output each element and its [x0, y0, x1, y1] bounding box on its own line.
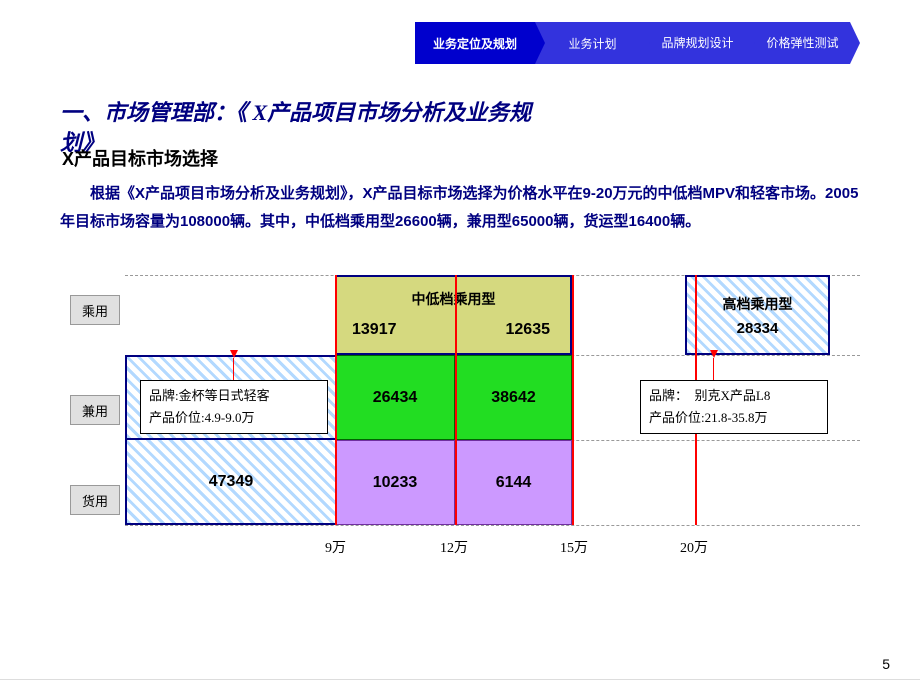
- nav-tab-plan[interactable]: 业务计划: [535, 22, 640, 64]
- nav-tab-positioning[interactable]: 业务定位及规划: [415, 22, 535, 64]
- nav-tabs: 业务定位及规划 业务计划 品牌规划 设计 价格弹性 测试: [415, 22, 850, 64]
- gridline: [125, 525, 860, 526]
- callout-line: 品牌： 别克X产品L8: [649, 385, 819, 407]
- nav-tab-label: 业务定位及规划: [433, 35, 517, 52]
- value: 10233: [373, 474, 418, 492]
- row-label-cargo: 货用: [70, 485, 120, 515]
- value: 12635: [506, 321, 551, 339]
- value: 13917: [352, 321, 397, 339]
- page-number: 5: [882, 656, 890, 672]
- cell-midlow-passenger: 中低档乘用型 13917 12635: [335, 275, 572, 355]
- market-matrix-chart: 乘用 兼用 货用 26434 38642 47349 10233 6144 中低…: [70, 275, 860, 615]
- cell-cargo-12-15: 6144: [455, 440, 572, 525]
- nav-tab-price[interactable]: 价格弹性 测试: [745, 22, 850, 64]
- cell-dual-12-15: 38642: [455, 355, 572, 440]
- callout-line: 产品价位:21.8-35.8万: [649, 407, 819, 429]
- nav-tab-brand[interactable]: 品牌规划 设计: [640, 22, 745, 64]
- row-label-dual: 兼用: [70, 395, 120, 425]
- callout-buick: 品牌： 别克X产品L8 产品价位:21.8-35.8万: [640, 380, 828, 434]
- cell-cargo-9-12: 10233: [335, 440, 455, 525]
- nav-tab-label-l2: 设计: [710, 36, 734, 50]
- value: 47349: [209, 473, 254, 491]
- nav-tab-label-l1: 价格弹性: [766, 36, 814, 50]
- page-title-line1: 一、市场管理部：《 X产品项目市场分析及业务规: [60, 95, 531, 127]
- nav-tab-label: 业务计划: [568, 35, 616, 52]
- value: 6144: [496, 474, 532, 492]
- value: 28334: [737, 320, 779, 337]
- x-tick-20: 20万: [680, 537, 708, 557]
- nav-tab-label-l1: 品牌规划: [661, 36, 709, 50]
- cell-title: 高档乘用型: [723, 294, 793, 314]
- price-divider-9: [335, 275, 337, 525]
- value: 26434: [373, 389, 418, 407]
- cell-title: 中低档乘用型: [337, 289, 570, 309]
- callout-arrow-icon: [230, 350, 238, 358]
- cell-cargo-low: 47349: [125, 440, 335, 525]
- footer-divider: [0, 679, 920, 680]
- callout-jinbei: 品牌:金杯等日式轻客 产品价位:4.9-9.0万: [140, 380, 328, 434]
- x-tick-12: 12万: [440, 537, 468, 557]
- cell-dual-9-12: 26434: [335, 355, 455, 440]
- subtitle: X产品目标市场选择: [62, 145, 218, 171]
- price-divider-12: [455, 275, 457, 525]
- x-tick-15: 15万: [560, 537, 588, 557]
- value: 38642: [491, 389, 536, 407]
- callout-line: 产品价位:4.9-9.0万: [149, 407, 319, 429]
- slide: 业务定位及规划 业务计划 品牌规划 设计 价格弹性 测试 一、市场管理部：《 X…: [0, 0, 920, 690]
- price-divider-15: [572, 275, 574, 525]
- row-label-passenger: 乘用: [70, 295, 120, 325]
- intro-paragraph: 根据《X产品项目市场分析及业务规划》，X产品目标市场选择为价格水平在9-20万元…: [60, 180, 860, 236]
- callout-arrow-stem: [233, 358, 234, 380]
- callout-arrow-stem: [713, 358, 714, 380]
- callout-arrow-icon: [710, 350, 718, 358]
- cell-high-passenger: 高档乘用型 28334: [685, 275, 830, 355]
- callout-line: 品牌:金杯等日式轻客: [149, 385, 319, 407]
- nav-tab-label-l2: 测试: [815, 36, 839, 50]
- x-tick-9: 9万: [325, 537, 346, 557]
